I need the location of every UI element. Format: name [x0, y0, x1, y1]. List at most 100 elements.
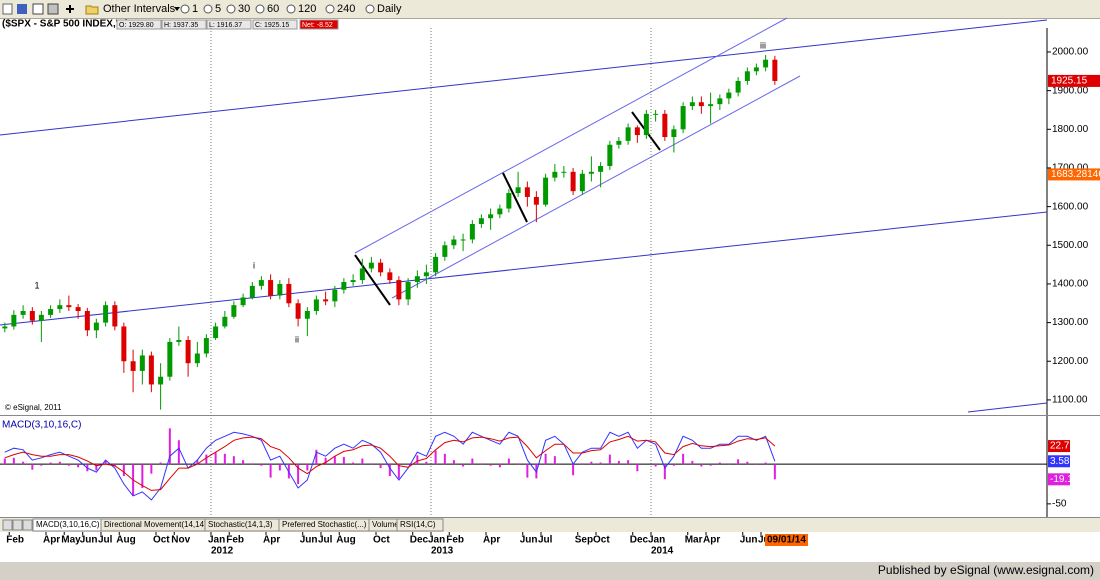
histogram-bar — [242, 460, 245, 465]
tab-label[interactable]: Preferred Stochastic(...) — [282, 520, 367, 529]
candle-body — [561, 171, 567, 173]
x-tick-label: May — [61, 535, 81, 546]
tool-icon[interactable] — [32, 3, 44, 15]
histogram-bar — [471, 458, 474, 465]
candle-body — [48, 309, 54, 315]
tab-label[interactable]: Directional Movement(14,14) — [104, 520, 207, 529]
tab[interactable] — [396, 518, 444, 532]
histogram-bar — [388, 464, 391, 477]
histogram-bar — [654, 464, 657, 467]
candle-body — [93, 322, 99, 331]
histogram-bar — [40, 464, 43, 466]
candle-body — [552, 171, 558, 178]
histogram-bar — [251, 463, 254, 465]
interval-button[interactable]: 30 — [238, 3, 250, 15]
histogram-bar — [691, 460, 694, 465]
quote-value: O: 1929.80 — [119, 22, 154, 29]
correction-line — [354, 254, 391, 306]
interval-button[interactable]: 120 — [298, 3, 316, 15]
separator — [0, 18, 1100, 19]
tab-label[interactable]: Stochastic(14,1,3) — [208, 520, 273, 529]
histogram-bar — [31, 464, 34, 470]
interval-button[interactable]: Daily — [377, 3, 402, 15]
histogram-bar — [150, 464, 153, 474]
x-tick-label: Jun — [80, 535, 98, 546]
candle-body — [332, 289, 338, 302]
price-marker — [1048, 74, 1100, 87]
wave-label: 1 — [34, 280, 39, 290]
candle-body — [588, 171, 594, 174]
tool-icon[interactable] — [47, 3, 59, 15]
candle-body — [167, 341, 173, 377]
histogram-bar — [159, 462, 162, 465]
y-tick-label: 1200.00 — [1052, 356, 1089, 367]
folder-icon[interactable] — [85, 5, 99, 15]
candle-body — [387, 272, 393, 281]
candle-body — [478, 218, 484, 225]
y-tick-label: 1800.00 — [1052, 124, 1089, 135]
x-tick-label: Mar — [685, 535, 703, 546]
quote-value: H: 1937.35 — [164, 22, 198, 29]
quote-value: L: 1916.37 — [209, 22, 242, 29]
quote-box — [116, 19, 162, 30]
histogram-bar — [553, 456, 556, 465]
candle-body — [469, 224, 475, 240]
interval-radio[interactable] — [325, 4, 335, 14]
tab-label[interactable]: RSI(14,C) — [400, 520, 436, 529]
interval-radio[interactable] — [203, 4, 213, 14]
candle-body — [579, 173, 585, 192]
footer-text: Published by eSignal (www.esignal.com) — [878, 563, 1094, 577]
candle-body — [341, 282, 347, 290]
footer-bar — [0, 562, 1100, 580]
interval-radio[interactable] — [365, 4, 375, 14]
candle-body — [368, 262, 374, 269]
scroll-button[interactable] — [22, 519, 33, 531]
add-icon[interactable] — [66, 5, 74, 13]
histogram-bar — [177, 440, 180, 465]
dropdown-arrow[interactable] — [174, 7, 180, 11]
tool-icon[interactable] — [2, 3, 13, 15]
x-tick-label: Jul — [318, 535, 333, 546]
candle-body — [185, 339, 191, 364]
tool-icon[interactable] — [17, 4, 27, 14]
value-box — [1048, 455, 1070, 468]
candle-body — [148, 355, 154, 385]
candle-body — [29, 311, 35, 321]
quote-value: C: 1925.15 — [255, 22, 289, 29]
candle-body — [616, 140, 622, 145]
interval-radio[interactable] — [255, 4, 265, 14]
candle-body — [231, 305, 237, 317]
intervals-menu[interactable]: Other Intervals — [103, 3, 176, 15]
interval-button[interactable]: 5 — [215, 3, 221, 15]
interval-button[interactable]: 60 — [267, 3, 279, 15]
interval-radio[interactable] — [286, 4, 296, 14]
candle-body — [698, 102, 704, 107]
interval-button[interactable]: 240 — [337, 3, 355, 15]
candle-body — [350, 280, 356, 283]
trend-line — [967, 402, 1048, 413]
quote-bar — [0, 19, 1100, 29]
histogram-bar — [627, 460, 630, 465]
candle-body — [20, 311, 26, 315]
indicator-line — [4, 435, 776, 491]
candle-body — [139, 355, 145, 371]
y-tick-label: 1500.00 — [1052, 240, 1089, 251]
tab-label[interactable]: Volume — [372, 520, 399, 529]
interval-radio[interactable] — [180, 4, 190, 14]
histogram-bar — [718, 462, 721, 465]
histogram-bar — [324, 457, 327, 465]
scroll-button[interactable] — [2, 519, 13, 531]
histogram-bar — [95, 464, 98, 471]
histogram-bar — [22, 461, 25, 465]
histogram-bar — [434, 450, 437, 465]
histogram-bar — [544, 453, 547, 465]
histogram-bar — [407, 464, 410, 465]
value-box-label: 22.7 — [1050, 441, 1070, 452]
tab-label[interactable]: MACD(3,10,16,C) — [36, 520, 100, 529]
scroll-button[interactable] — [12, 519, 23, 531]
interval-radio[interactable] — [226, 4, 236, 14]
y-tick-label: 1900.00 — [1052, 85, 1089, 96]
interval-button[interactable]: 1 — [192, 3, 198, 15]
x-tick-label: Jan — [428, 535, 445, 546]
histogram-bar — [764, 462, 767, 465]
